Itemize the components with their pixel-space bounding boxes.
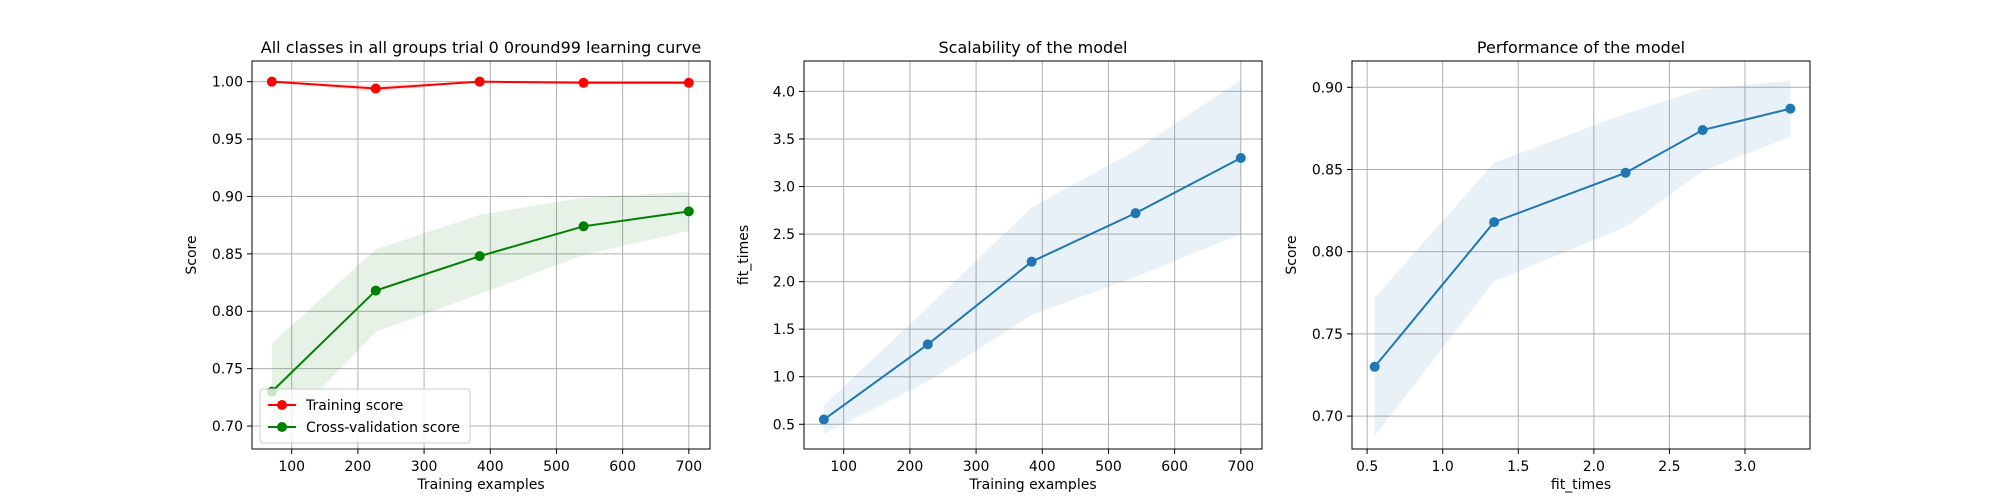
y-axis-label: Score (184, 235, 200, 274)
data-point (818, 414, 829, 425)
x-tick-label: 500 (1095, 459, 1122, 475)
x-tick-label: 500 (543, 459, 570, 475)
data-point (474, 76, 485, 87)
x-tick-label: 200 (897, 459, 924, 475)
plot-area (804, 61, 1262, 449)
legend-box (259, 388, 471, 444)
data-point (370, 285, 381, 296)
y-tick-label: 3.0 (773, 180, 795, 196)
x-tick-label: 2.5 (1658, 459, 1680, 475)
y-tick-label: 1.5 (773, 322, 795, 338)
data-point (1489, 217, 1500, 228)
y-tick-label: 2.5 (773, 227, 795, 243)
x-tick-label: 600 (609, 459, 636, 475)
x-tick-label: 300 (411, 459, 438, 475)
legend-swatch-marker (277, 422, 287, 432)
data-point (266, 76, 277, 87)
y-axis-label: fit_times (736, 225, 752, 285)
chart-title: Scalability of the model (939, 38, 1128, 57)
y-tick-label: 1.0 (773, 370, 795, 386)
data-point (578, 221, 589, 232)
data-point (370, 83, 381, 94)
x-tick-label: 2.0 (1583, 459, 1605, 475)
data-point (1369, 361, 1380, 372)
y-tick-label: 0.90 (212, 189, 243, 205)
y-tick-label: 0.85 (212, 247, 243, 263)
chart-title: All classes in all groups trial 0 0round… (261, 38, 701, 57)
x-tick-label: 700 (675, 459, 702, 475)
data-point (1620, 167, 1631, 178)
data-point (1130, 208, 1141, 219)
y-tick-label: 2.0 (773, 275, 795, 291)
chart-panel-3: 0.5 1.0 1.5 2.0 2.5 3.0 0.70 0.75 0.80 0.85 0.90 Pe… (1284, 38, 1811, 493)
x-tick-label: 1.0 (1432, 459, 1454, 475)
confidence-band-1 (1374, 80, 1791, 436)
x-tick-label: 0.5 (1356, 459, 1378, 475)
y-tick-label: 0.80 (212, 304, 243, 320)
chart-panel-2: 100 200 300 400 500 600 700 0.5 1.0 1.5 2.0 2.5 3.0 3… (736, 38, 1263, 493)
data-point (1026, 256, 1037, 267)
data-point (683, 77, 694, 88)
chart-panel-1: 100 200 300 400 500 600 700 0.70 0.75 0.80 0.85 0.9… (184, 38, 711, 493)
data-point (683, 206, 694, 217)
data-point (1785, 103, 1796, 114)
y-tick-label: 0.80 (1312, 245, 1343, 261)
x-axis-label: Training examples (968, 477, 1096, 493)
legend-label: Training score (305, 398, 403, 414)
legend: Training score Cross-validation score (259, 388, 471, 444)
x-tick-label: 400 (1029, 459, 1056, 475)
y-tick-label: 0.95 (212, 132, 243, 148)
x-tick-label: 100 (278, 459, 305, 475)
data-point (922, 339, 933, 350)
y-tick-label: 0.75 (1312, 327, 1343, 343)
legend-label: Cross-validation score (306, 420, 460, 436)
chart-title: Performance of the model (1477, 38, 1685, 57)
y-tick-label: 0.85 (1312, 163, 1343, 179)
y-tick-label: 0.90 (1312, 80, 1343, 96)
x-tick-label: 400 (477, 459, 504, 475)
y-tick-label: 4.0 (773, 84, 795, 100)
x-axis-label: fit_times (1551, 477, 1611, 493)
y-tick-label: 0.5 (773, 417, 795, 433)
x-tick-label: 700 (1227, 459, 1254, 475)
y-tick-label: 1.00 (212, 75, 243, 91)
y-tick-label: 0.75 (212, 362, 243, 378)
axes-frame (251, 60, 711, 450)
x-tick-label: 100 (830, 459, 857, 475)
data-point (474, 251, 485, 262)
y-tick-label: 3.5 (773, 132, 795, 148)
x-tick-label: 200 (345, 459, 372, 475)
data-point (578, 77, 589, 88)
confidence-band-2 (271, 191, 689, 440)
x-axis-label: Training examples (416, 477, 544, 493)
axes-frame (1351, 60, 1811, 450)
y-tick-label: 0.70 (1312, 409, 1343, 425)
axes-frame (803, 60, 1263, 450)
data-point (1235, 153, 1246, 163)
x-tick-label: 300 (963, 459, 990, 475)
y-axis-label: Score (1284, 235, 1300, 274)
y-tick-label: 0.70 (212, 419, 243, 435)
x-tick-label: 3.0 (1734, 459, 1756, 475)
plot-area (1352, 61, 1810, 449)
legend-swatch-marker (277, 400, 287, 410)
data-point (1697, 125, 1708, 136)
x-tick-label: 600 (1161, 459, 1188, 475)
x-tick-label: 1.5 (1507, 459, 1529, 475)
